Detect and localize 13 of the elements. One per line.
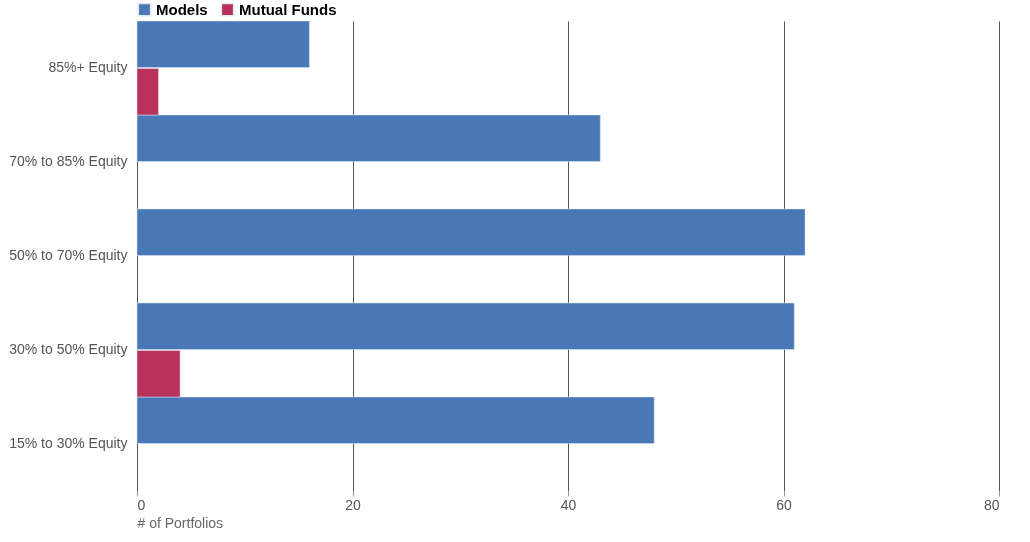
x-axis-title: # of Portfolios <box>137 514 224 531</box>
y-tick-label: 85%+ Equity <box>48 59 128 75</box>
x-tick-label: 40 <box>560 496 577 513</box>
y-tick-label: 15% to 30% Equity <box>9 435 128 451</box>
y-tick-label: 50% to 70% Equity <box>9 247 128 263</box>
y-tick-label: 70% to 85% Equity <box>9 153 128 169</box>
x-tick-label: 0 <box>137 496 146 513</box>
y-tick-label: 30% to 50% Equity <box>9 341 128 357</box>
x-tick-label: 60 <box>776 496 792 513</box>
x-tick-label: 80 <box>983 496 1000 513</box>
legend-label: Models <box>156 0 208 18</box>
x-tick-label: 20 <box>345 496 361 513</box>
legend-label: Mutual Funds <box>239 0 337 18</box>
